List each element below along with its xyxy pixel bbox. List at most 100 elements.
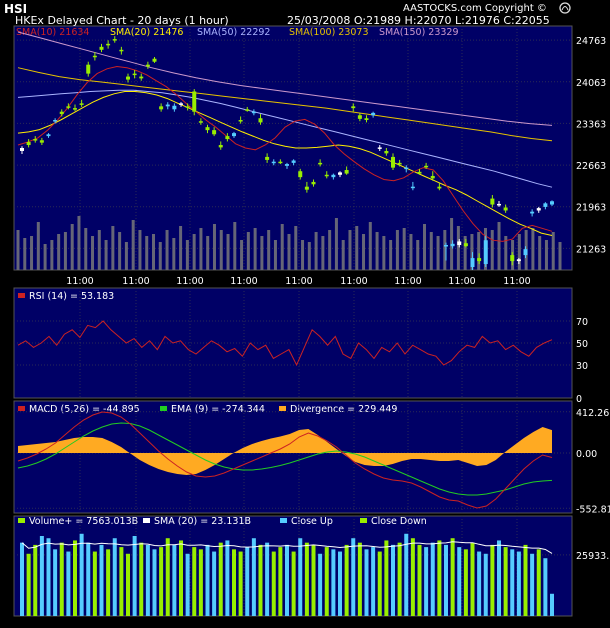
price-volume-bar — [497, 222, 501, 270]
price-volume-bar — [470, 234, 474, 270]
aastocks-logo-icon — [559, 2, 571, 14]
rsi-legend: RSI (14) = 53.183 — [29, 291, 114, 302]
volume-bar — [364, 549, 369, 616]
price-volume-bar — [240, 240, 244, 270]
candle-body — [59, 111, 64, 115]
candle-body — [371, 112, 376, 116]
candle-body — [357, 115, 362, 119]
price-volume-bar — [477, 232, 481, 270]
price-volume-bar — [152, 234, 155, 270]
candle-body — [470, 258, 475, 268]
candle-body — [225, 136, 230, 140]
quote-text: 25/03/2008 O:21989 H:22070 L:21976 C:220… — [287, 14, 550, 27]
price-volume-bar — [273, 240, 277, 270]
volume-bar — [463, 549, 468, 616]
divergence-area — [18, 427, 552, 475]
volume-bar — [338, 551, 342, 616]
rsi-y-tick: 0 — [576, 394, 582, 405]
price-volume-bar — [504, 236, 508, 270]
volume-bar — [510, 549, 515, 616]
volume-sma-legend: SMA (20) = 23.131B — [154, 516, 251, 527]
candle-body — [304, 186, 309, 190]
sma20-legend: SMA(20) 21476 — [110, 27, 183, 38]
candle-body — [66, 106, 71, 108]
volume-bar — [410, 538, 415, 616]
candle-body — [424, 165, 429, 168]
volume-bar — [112, 538, 117, 616]
volume-bar — [304, 542, 309, 616]
volume-bar — [165, 538, 170, 616]
candle-body — [106, 43, 111, 46]
price-volume-bar — [57, 234, 61, 270]
volume-bar — [543, 558, 548, 616]
price-volume-bar — [212, 224, 216, 270]
volume-bar — [285, 544, 289, 616]
candle-body — [145, 64, 150, 67]
volume-bar — [79, 533, 84, 616]
price-volume-bar — [341, 240, 345, 270]
price-x-tick: 11:00 — [285, 276, 312, 287]
price-volume-bar — [43, 244, 47, 270]
price-x-tick: 11:00 — [66, 276, 93, 287]
candle-body — [477, 258, 482, 262]
volume-bar — [424, 547, 429, 616]
volume-bar — [99, 544, 104, 616]
volume-bar — [232, 549, 236, 616]
candle-body — [503, 207, 508, 211]
volume-bar — [132, 536, 137, 616]
volume-bar — [377, 551, 382, 616]
price-volume-bar — [321, 236, 325, 270]
price-volume-bar — [219, 230, 223, 270]
volume-bar — [258, 544, 263, 616]
price-volume-bar — [456, 226, 460, 270]
volume-y-ticks: 25933.5 — [576, 551, 610, 562]
price-volume-bar — [233, 222, 237, 270]
rsi-series-line — [17, 320, 553, 367]
candle-body — [536, 208, 541, 211]
candle-body — [53, 120, 58, 122]
candle-body — [192, 91, 197, 112]
volume-bar — [212, 551, 217, 616]
candle-body — [33, 139, 38, 141]
price-volume-bar — [517, 234, 521, 270]
volume-bar — [470, 542, 475, 616]
price-volume-bar — [185, 240, 189, 270]
volume-bar — [503, 547, 508, 616]
price-volume-bar — [63, 232, 67, 270]
candle-body — [497, 203, 501, 206]
volume-bar — [318, 553, 323, 616]
candle-body — [271, 161, 276, 164]
price-volume-bar — [348, 230, 352, 270]
price-volume-bar — [402, 228, 406, 270]
ema-line — [17, 422, 553, 496]
price-volume-bar — [111, 226, 115, 270]
sma150-line — [17, 31, 553, 126]
candle-body — [20, 148, 24, 151]
price-x-tick: 11:00 — [340, 276, 367, 287]
candle-body — [46, 134, 51, 137]
candle-body — [324, 174, 329, 177]
price-sma-lines — [17, 31, 553, 242]
price-volume-bar — [531, 228, 535, 270]
candle-body — [232, 133, 236, 137]
price-volume-bar — [436, 236, 440, 270]
candle-body — [490, 198, 495, 205]
divergence-legend-swatch — [279, 406, 286, 411]
close-up-legend-swatch — [280, 518, 287, 523]
price-volume-bar — [131, 220, 135, 270]
volume-sma-line — [21, 541, 553, 554]
volume-bar — [238, 551, 243, 616]
price-volume-bar — [145, 236, 149, 270]
volume-bar — [536, 549, 541, 616]
volume-bar — [205, 544, 210, 616]
volume-bar — [384, 540, 389, 616]
price-volume-bar — [558, 242, 562, 270]
candle-body — [119, 49, 124, 52]
price-volume-bar — [395, 230, 399, 270]
price-volume-bar — [91, 236, 95, 270]
volume-bar — [291, 551, 296, 616]
volume-bar — [218, 542, 223, 616]
candle-body — [437, 186, 442, 189]
price-volume-bar — [97, 230, 101, 270]
